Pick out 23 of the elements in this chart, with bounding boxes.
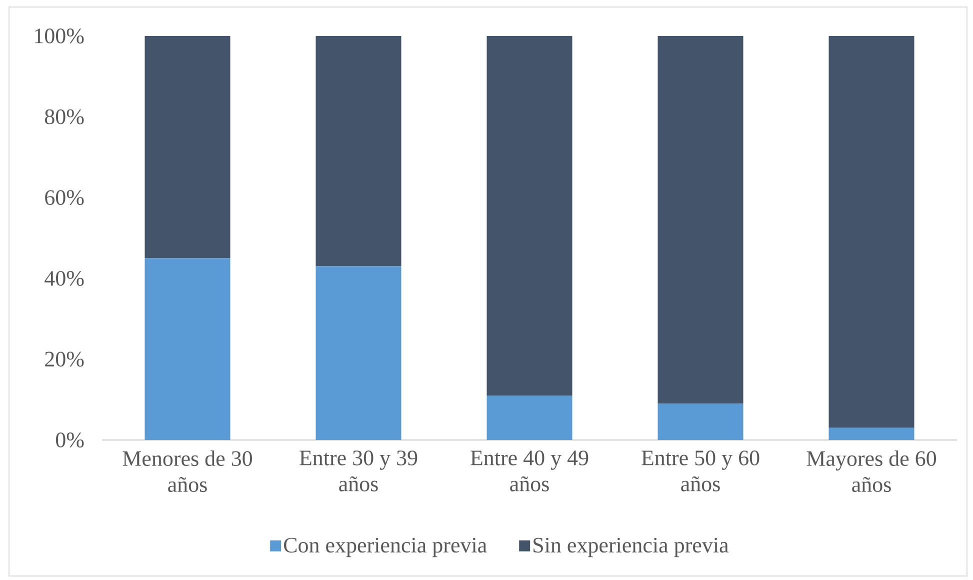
y-tick-label: 100%: [35, 28, 84, 44]
bar: [828, 36, 914, 428]
legend-label: Sin experiencia previa: [534, 538, 729, 558]
x-tick-label: Entre 40 y 49 años: [470, 450, 588, 492]
y-tick-label: 40%: [44, 270, 84, 286]
bar: [658, 404, 744, 440]
bar: [316, 266, 402, 440]
bar: [486, 396, 572, 440]
x-tick-label: Entre 50 y 60 años: [642, 450, 760, 492]
legend-label: Con experiencia previa: [284, 538, 487, 558]
bar: [144, 258, 230, 440]
bar: [316, 36, 402, 266]
bar: [144, 36, 230, 258]
y-tick-label: 0%: [56, 432, 84, 448]
y-tick-label: 80%: [44, 109, 84, 124]
bar: [658, 36, 744, 404]
x-tick-label: Menores de 30 años: [122, 450, 252, 492]
y-tick-label: 60%: [45, 190, 84, 206]
x-tick-label: Entre 30 y 39 años: [300, 450, 418, 492]
bar: [828, 428, 914, 440]
y-tick-label: 20%: [45, 352, 84, 367]
bar: [486, 36, 572, 396]
x-tick-label: Mayores de 60 años: [806, 450, 936, 492]
